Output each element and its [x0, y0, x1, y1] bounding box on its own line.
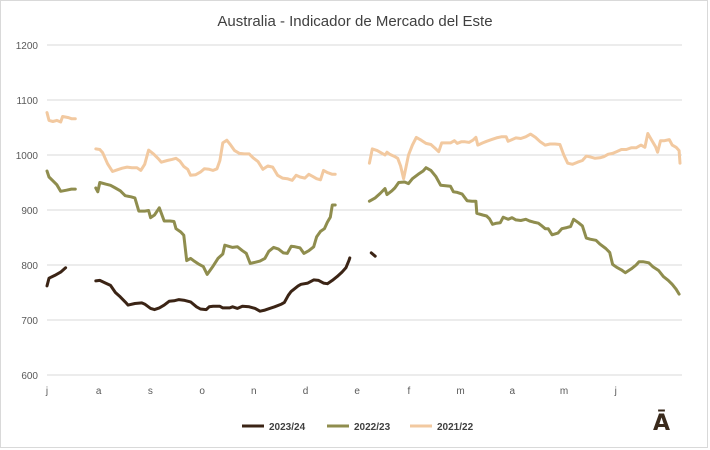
legend-label: 2021/22 — [437, 422, 474, 433]
x-tick-label: o — [199, 386, 205, 397]
series-line — [367, 132, 682, 181]
x-tick-label: j — [45, 386, 48, 397]
y-tick-label: 1000 — [16, 151, 39, 162]
y-tick-label: 1200 — [16, 41, 39, 52]
series-line — [45, 169, 77, 193]
series-lines — [45, 111, 682, 313]
series-line — [94, 138, 337, 182]
series-line — [45, 111, 77, 124]
x-tick-label: a — [510, 386, 516, 397]
series-2022-23 — [45, 166, 681, 296]
series-line — [367, 166, 681, 296]
series-line — [94, 256, 352, 313]
series-line — [45, 266, 68, 288]
x-tick-label: m — [560, 386, 568, 397]
x-tick-label: n — [251, 386, 257, 397]
series-2023-24 — [45, 251, 377, 313]
series-2021-22 — [45, 111, 682, 182]
x-tick-label: s — [148, 386, 153, 397]
brand-logo: Ā — [652, 411, 670, 436]
y-axis-ticks: 1200 1100 1000 900 800 700 600 — [16, 41, 39, 382]
y-tick-label: 600 — [21, 371, 38, 382]
x-tick-label: d — [303, 386, 309, 397]
legend: 2023/24 2022/23 2021/22 — [242, 422, 474, 433]
y-tick-label: 800 — [21, 261, 38, 272]
x-tick-label: a — [96, 386, 102, 397]
x-tick-label: e — [354, 386, 360, 397]
chart-title: Australia - Indicador de Mercado del Est… — [217, 13, 492, 30]
series-line — [94, 181, 337, 276]
y-tick-label: 700 — [21, 316, 38, 327]
legend-label: 2022/23 — [354, 422, 391, 433]
series-line — [369, 251, 377, 258]
x-tick-label: j — [614, 386, 617, 397]
y-tick-label: 1100 — [16, 96, 38, 107]
x-tick-label: f — [408, 386, 411, 397]
legend-label: 2023/24 — [269, 422, 306, 433]
x-tick-label: m — [456, 386, 464, 397]
y-tick-label: 900 — [21, 206, 38, 217]
gridlines — [47, 44, 682, 376]
